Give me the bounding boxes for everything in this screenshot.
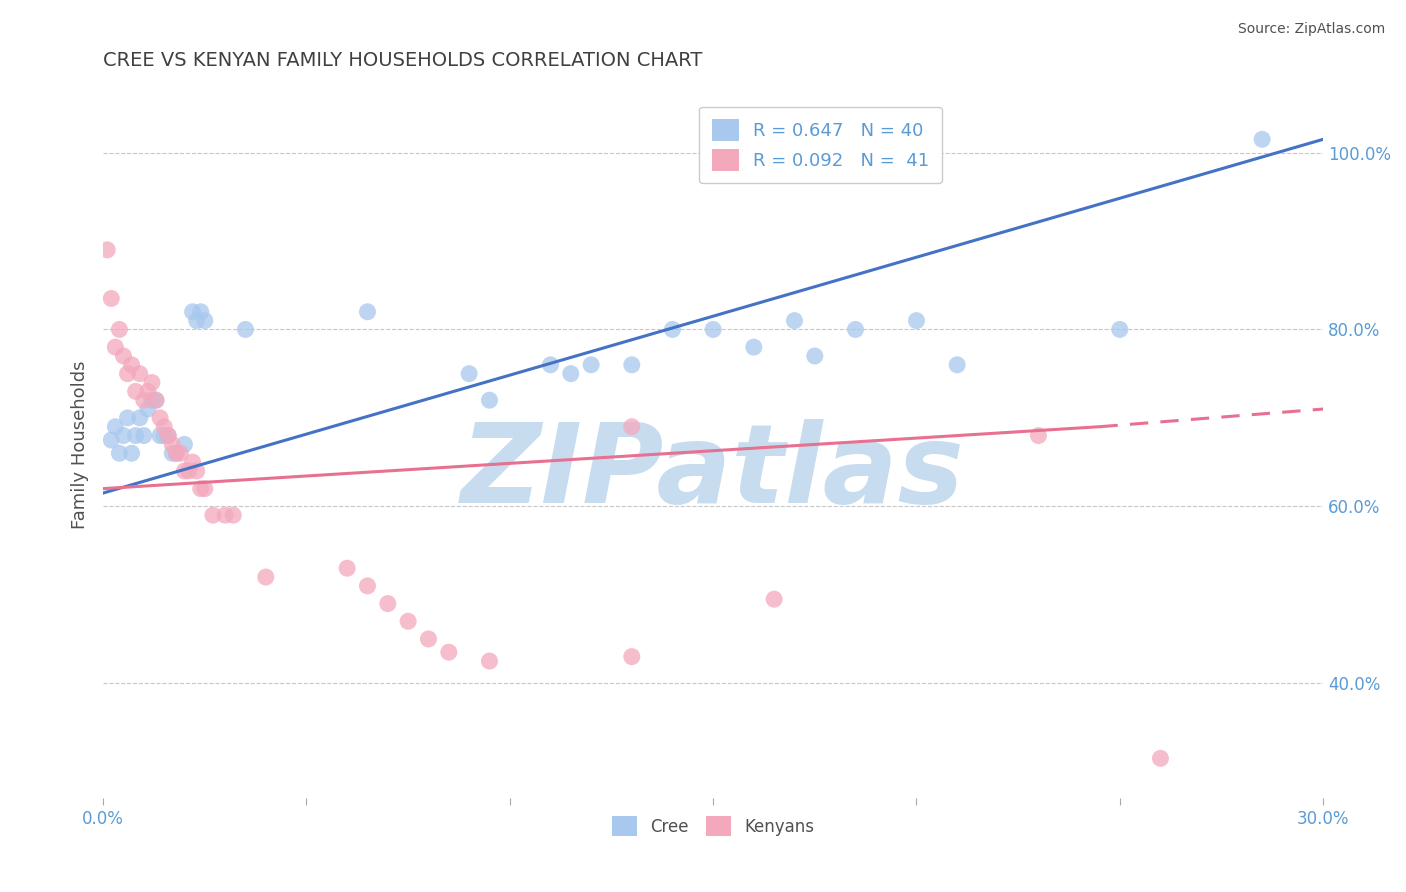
Point: [104, 419, 127, 434]
Point: [254, 570, 277, 584]
Point: [763, 592, 786, 607]
Point: [620, 358, 643, 372]
Point: [100, 292, 122, 306]
Point: [162, 446, 184, 460]
Point: [742, 340, 765, 354]
Point: [177, 464, 200, 478]
Point: [1149, 751, 1171, 765]
Text: Source: ZipAtlas.com: Source: ZipAtlas.com: [1237, 22, 1385, 37]
Point: [1251, 132, 1274, 146]
Point: [141, 393, 163, 408]
Point: [96, 243, 118, 257]
Point: [108, 322, 131, 336]
Point: [181, 305, 204, 319]
Text: CREE VS KENYAN FAMILY HOUSEHOLDS CORRELATION CHART: CREE VS KENYAN FAMILY HOUSEHOLDS CORRELA…: [103, 51, 703, 70]
Point: [162, 437, 184, 451]
Point: [783, 313, 806, 327]
Point: [1028, 428, 1050, 442]
Point: [132, 393, 155, 408]
Point: [458, 367, 481, 381]
Point: [620, 419, 643, 434]
Point: [186, 464, 208, 478]
Point: [396, 614, 419, 628]
Point: [128, 410, 150, 425]
Point: [190, 482, 212, 496]
Point: [201, 508, 224, 523]
Point: [128, 367, 150, 381]
Point: [141, 376, 163, 390]
Point: [149, 428, 172, 442]
Point: [104, 340, 127, 354]
Point: [117, 367, 139, 381]
Point: [117, 410, 139, 425]
Point: [153, 419, 176, 434]
Point: [165, 446, 187, 460]
Y-axis label: Family Households: Family Households: [72, 360, 89, 529]
Point: [214, 508, 236, 523]
Point: [478, 393, 501, 408]
Point: [661, 322, 683, 336]
Point: [620, 649, 643, 664]
Point: [702, 322, 724, 336]
Point: [108, 446, 131, 460]
Point: [356, 579, 378, 593]
Point: [418, 632, 440, 646]
Point: [112, 349, 135, 363]
Point: [100, 433, 122, 447]
Point: [149, 410, 172, 425]
Point: [437, 645, 460, 659]
Point: [169, 446, 191, 460]
Point: [145, 393, 167, 408]
Point: [153, 428, 176, 442]
Point: [173, 464, 195, 478]
Point: [157, 428, 180, 442]
Point: [112, 428, 135, 442]
Point: [121, 446, 143, 460]
Point: [145, 393, 167, 408]
Point: [194, 482, 217, 496]
Point: [1108, 322, 1130, 336]
Point: [235, 322, 257, 336]
Point: [190, 305, 212, 319]
Point: [540, 358, 562, 372]
Point: [356, 305, 378, 319]
Point: [124, 428, 146, 442]
Point: [946, 358, 969, 372]
Point: [136, 384, 159, 399]
Legend: Cree, Kenyans: Cree, Kenyans: [606, 809, 821, 843]
Point: [186, 313, 208, 327]
Point: [844, 322, 866, 336]
Point: [121, 358, 143, 372]
Point: [336, 561, 359, 575]
Point: [132, 428, 155, 442]
Point: [157, 428, 180, 442]
Point: [165, 446, 187, 460]
Point: [478, 654, 501, 668]
Point: [173, 437, 195, 451]
Point: [377, 597, 399, 611]
Point: [804, 349, 827, 363]
Point: [136, 402, 159, 417]
Point: [222, 508, 245, 523]
Point: [579, 358, 602, 372]
Point: [194, 313, 217, 327]
Point: [124, 384, 146, 399]
Point: [560, 367, 582, 381]
Text: ZIPatlas: ZIPatlas: [461, 419, 965, 526]
Point: [905, 313, 928, 327]
Point: [181, 455, 204, 469]
